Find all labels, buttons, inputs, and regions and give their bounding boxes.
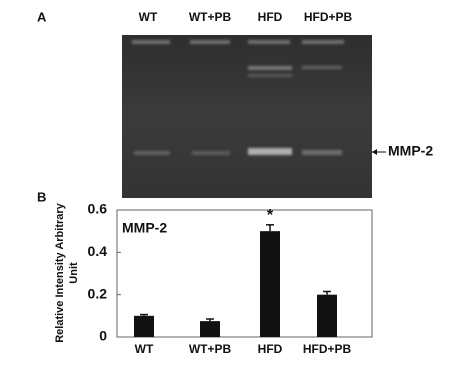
y-tick-label: 0.2 (88, 285, 108, 301)
lane-label: WT+PB (189, 10, 232, 24)
y-label-line: Unit (68, 262, 80, 284)
lane-label: HFD (258, 10, 283, 24)
x-tick-label: HFD (258, 342, 283, 356)
x-tick-label: HFD+PB (303, 342, 352, 356)
gel (122, 35, 372, 198)
y-label: Relative Intensity Arbitrary Unit (54, 202, 80, 342)
y-tick-label: 0.6 (88, 201, 108, 217)
plot-frame (116, 209, 373, 338)
lane-label: WT (139, 10, 158, 24)
band-arrow (372, 149, 386, 155)
x-tick-label: WT+PB (189, 342, 232, 356)
chart-title: MMP-2 (122, 220, 167, 236)
bar (317, 294, 337, 337)
band-label: MMP-2 (388, 143, 433, 159)
bar (134, 315, 154, 337)
lane-label: HFD+PB (304, 10, 353, 24)
bar (260, 231, 280, 337)
significance-mark: * (267, 207, 274, 224)
bar (200, 321, 220, 337)
y-tick-label: 0 (99, 328, 107, 344)
y-label-line: Relative Intensity Arbitrary (54, 202, 66, 342)
y-tick-label: 0.4 (88, 243, 108, 259)
panel-label: A (37, 9, 47, 24)
x-tick-label: WT (135, 342, 154, 356)
panel-label: B (37, 189, 46, 204)
